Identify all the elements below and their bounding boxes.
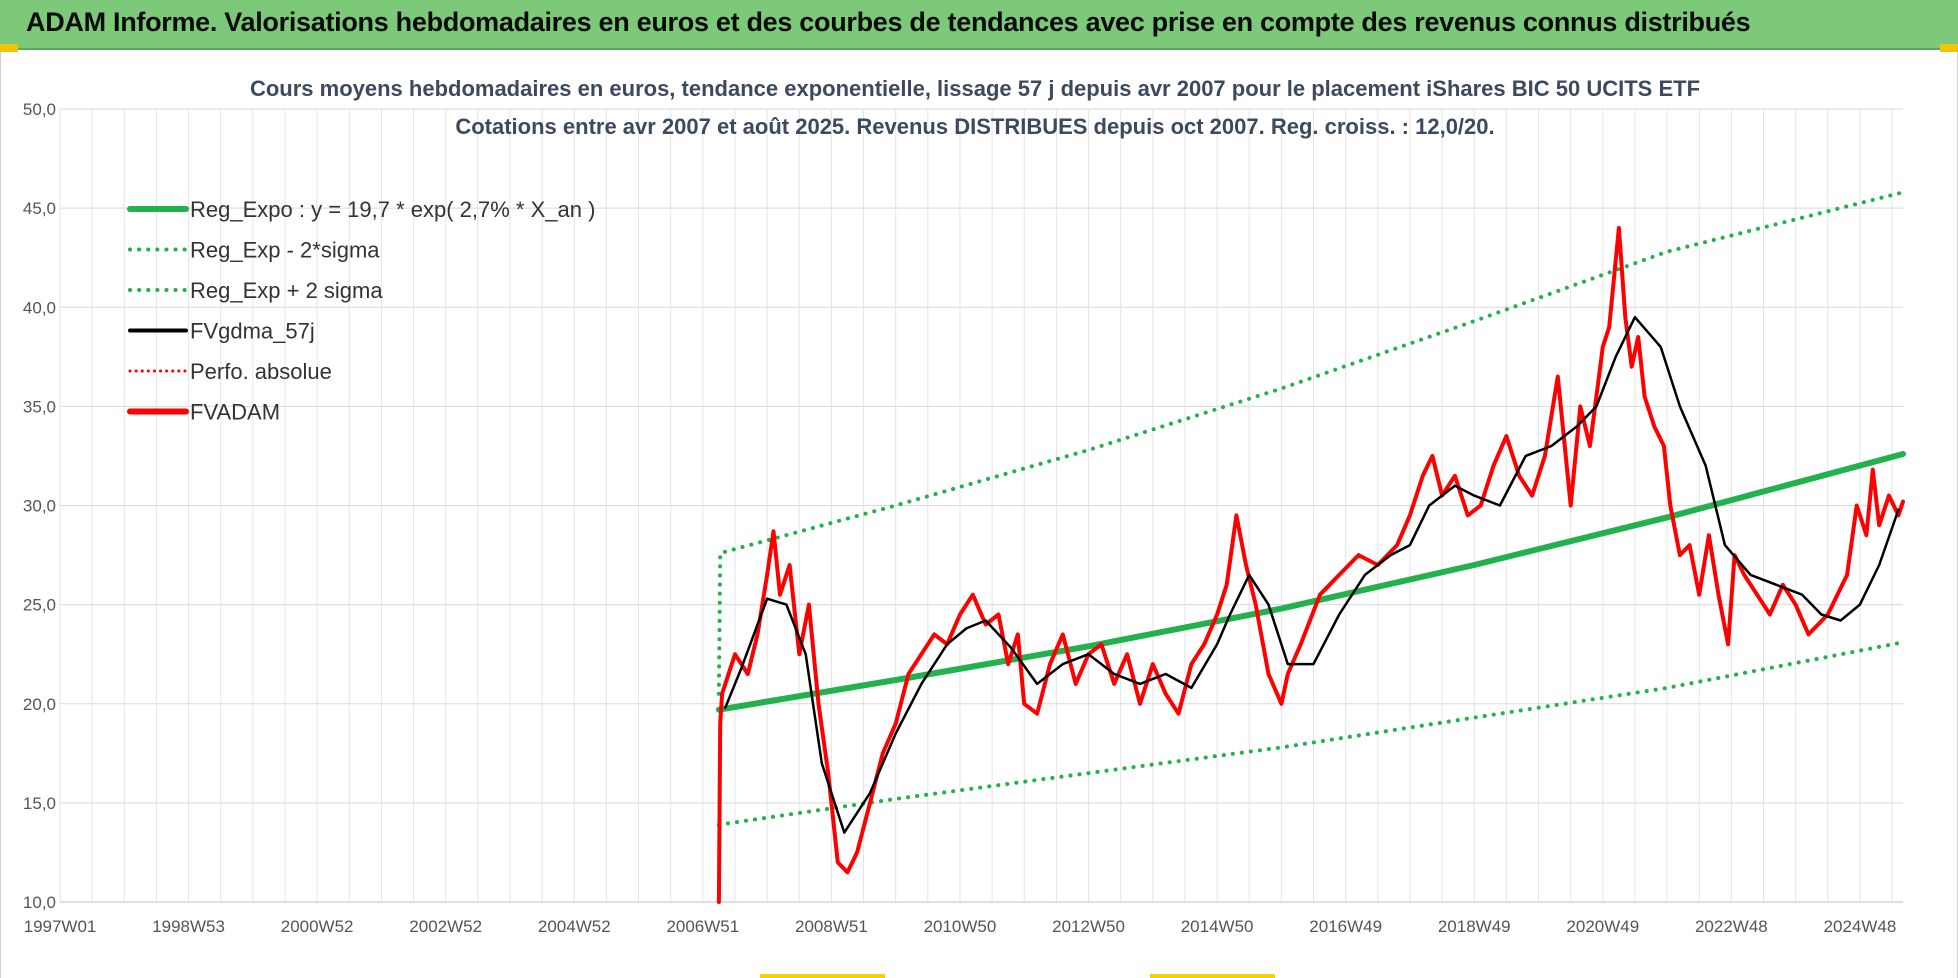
y-tick-label: 30,0 bbox=[23, 497, 56, 516]
price-line bbox=[716, 226, 1905, 904]
x-tick-label: 2006W51 bbox=[666, 917, 739, 936]
legend-label: Perfo. absolue bbox=[190, 359, 332, 384]
legend: Reg_Expo : y = 19,7 * exp( 2,7% * X_an )… bbox=[127, 197, 595, 425]
x-tick-label: 2018W49 bbox=[1438, 917, 1511, 936]
x-tick-label: 1997W01 bbox=[24, 917, 97, 936]
x-tick-label: 2002W52 bbox=[409, 917, 482, 936]
report-banner: ADAM Informe. Valorisations hebdomadaire… bbox=[0, 0, 1958, 50]
legend-label: FVgdma_57j bbox=[190, 319, 315, 344]
grid-lines bbox=[59, 108, 1903, 903]
y-tick-label: 40,0 bbox=[23, 298, 56, 317]
trend-line bbox=[715, 451, 1906, 713]
legend-label: FVADAM bbox=[190, 400, 280, 425]
y-tick-label: 10,0 bbox=[23, 893, 56, 912]
x-tick-label: 1998W53 bbox=[152, 917, 225, 936]
series-layer bbox=[715, 190, 1906, 904]
y-tick-label: 20,0 bbox=[23, 695, 56, 714]
chart-title: Cours moyens hebdomadaires en euros, ten… bbox=[250, 76, 1700, 101]
y-tick-label: 35,0 bbox=[23, 397, 56, 416]
legend-label: Reg_Expo : y = 19,7 * exp( 2,7% * X_an ) bbox=[190, 197, 595, 222]
y-tick-label: 45,0 bbox=[23, 199, 56, 218]
report-title: ADAM Informe. Valorisations hebdomadaire… bbox=[26, 7, 1751, 37]
legend-moving-average: FVgdma_57j bbox=[128, 319, 315, 344]
legend-label: Reg_Exp + 2 sigma bbox=[190, 278, 383, 303]
y-tick-label: 15,0 bbox=[23, 794, 56, 813]
x-tick-label: 2024W48 bbox=[1824, 917, 1897, 936]
bottom-mark-1 bbox=[760, 974, 885, 978]
legend-label: Reg_Exp - 2*sigma bbox=[190, 238, 380, 263]
axis-tick-labels: 10,0 15,0 20,0 25,0 30,0 35,0 40,0 45,0 50,0 1997… bbox=[23, 100, 1896, 936]
x-tick-label: 2012W50 bbox=[1052, 917, 1125, 936]
legend-perf: Perfo. absolue bbox=[128, 359, 332, 384]
x-tick-label: 2022W48 bbox=[1695, 917, 1768, 936]
upper-band-line bbox=[716, 190, 1905, 696]
line-chart: 10,0 15,0 20,0 25,0 30,0 35,0 40,0 45,0 50,0 1997… bbox=[23, 76, 1906, 936]
bottom-mark-2 bbox=[1150, 974, 1275, 978]
corner-mark-right bbox=[1940, 44, 1958, 52]
chart-subtitle: Cotations entre avr 2007 et août 2025. R… bbox=[455, 114, 1494, 139]
legend-upper-band: Reg_Exp + 2 sigma bbox=[128, 278, 383, 303]
legend-trend: Reg_Expo : y = 19,7 * exp( 2,7% * X_an ) bbox=[127, 197, 595, 222]
legend-lower-band: Reg_Exp - 2*sigma bbox=[128, 238, 380, 263]
x-tick-label: 2008W51 bbox=[795, 917, 868, 936]
x-tick-label: 2010W50 bbox=[924, 917, 997, 936]
x-tick-label: 2004W52 bbox=[538, 917, 611, 936]
x-tick-label: 2000W52 bbox=[281, 917, 354, 936]
y-tick-label: 50,0 bbox=[23, 100, 56, 119]
x-tick-label: 2014W50 bbox=[1181, 917, 1254, 936]
x-tick-label: 2016W49 bbox=[1309, 917, 1382, 936]
corner-mark-left bbox=[0, 44, 18, 52]
legend-price: FVADAM bbox=[127, 400, 280, 425]
y-tick-label: 25,0 bbox=[23, 596, 56, 615]
moving-average-line bbox=[724, 315, 1900, 834]
x-tick-label: 2020W49 bbox=[1566, 917, 1639, 936]
